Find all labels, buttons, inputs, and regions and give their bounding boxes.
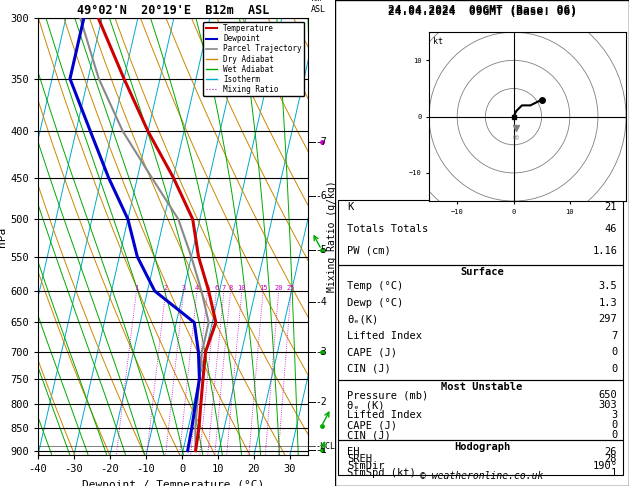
- Text: -7: -7: [316, 137, 327, 147]
- Text: 3.5: 3.5: [598, 281, 617, 292]
- Text: 26: 26: [604, 447, 617, 457]
- Text: -6: -6: [316, 191, 327, 201]
- Text: SREH: SREH: [347, 454, 372, 464]
- Text: CAPE (J): CAPE (J): [347, 347, 397, 357]
- Bar: [338, 200, 623, 265]
- Text: 5: 5: [206, 285, 209, 291]
- Text: 0: 0: [611, 430, 617, 440]
- Text: -4: -4: [316, 296, 327, 307]
- Text: 21: 21: [604, 202, 617, 212]
- Text: Pressure (mb): Pressure (mb): [347, 390, 428, 400]
- Text: Dewp (°C): Dewp (°C): [347, 298, 403, 308]
- Text: Mixing Ratio (g/kg): Mixing Ratio (g/kg): [327, 181, 337, 292]
- Text: 1: 1: [135, 285, 138, 291]
- Text: 190°: 190°: [593, 461, 617, 471]
- Text: 25: 25: [287, 285, 295, 291]
- Text: CIN (J): CIN (J): [347, 430, 391, 440]
- Bar: [338, 440, 623, 475]
- Text: 28: 28: [604, 454, 617, 464]
- Text: K: K: [347, 202, 353, 212]
- Y-axis label: hPa: hPa: [0, 226, 8, 246]
- Text: 303: 303: [598, 400, 617, 410]
- Text: θₑ (K): θₑ (K): [347, 400, 384, 410]
- Text: 2: 2: [164, 285, 168, 291]
- Text: Lifted Index: Lifted Index: [347, 330, 422, 341]
- Text: CIN (J): CIN (J): [347, 364, 391, 374]
- Text: km
ASL: km ASL: [311, 0, 326, 14]
- Text: -LCL: -LCL: [316, 442, 335, 451]
- Text: Most Unstable: Most Unstable: [442, 382, 523, 392]
- Text: StmSpd (kt): StmSpd (kt): [347, 468, 416, 478]
- Bar: [338, 265, 623, 380]
- Text: 297: 297: [598, 314, 617, 324]
- Text: 4: 4: [195, 285, 199, 291]
- Text: PW (cm): PW (cm): [347, 245, 391, 256]
- Text: 7: 7: [611, 330, 617, 341]
- Text: 1.16: 1.16: [593, 245, 617, 256]
- Text: 24.04.2024  09GMT (Base: 06): 24.04.2024 09GMT (Base: 06): [387, 7, 577, 17]
- Text: 650: 650: [598, 390, 617, 400]
- Text: 46: 46: [604, 224, 617, 234]
- Text: 6: 6: [214, 285, 218, 291]
- Text: 0: 0: [611, 347, 617, 357]
- Text: Lifted Index: Lifted Index: [347, 410, 422, 420]
- Text: 10: 10: [238, 285, 246, 291]
- Text: CAPE (J): CAPE (J): [347, 420, 397, 430]
- Text: 24.04.2024  09GMT (Base: 06): 24.04.2024 09GMT (Base: 06): [387, 5, 577, 15]
- Text: 15: 15: [259, 285, 267, 291]
- Text: Surface: Surface: [460, 267, 504, 278]
- Text: 20: 20: [274, 285, 283, 291]
- X-axis label: Dewpoint / Temperature (°C): Dewpoint / Temperature (°C): [82, 480, 264, 486]
- Text: Totals Totals: Totals Totals: [347, 224, 428, 234]
- Text: θₑ(K): θₑ(K): [347, 314, 378, 324]
- Text: 3: 3: [182, 285, 186, 291]
- Text: kt: kt: [433, 37, 443, 46]
- Text: Temp (°C): Temp (°C): [347, 281, 403, 292]
- Text: -1: -1: [316, 445, 327, 455]
- Bar: [338, 380, 623, 440]
- Text: 1: 1: [611, 468, 617, 478]
- Text: EH: EH: [347, 447, 359, 457]
- Text: -5: -5: [316, 244, 327, 255]
- Text: StmDir: StmDir: [347, 461, 384, 471]
- Text: 1.3: 1.3: [598, 298, 617, 308]
- Text: 0: 0: [611, 420, 617, 430]
- Text: 0: 0: [611, 364, 617, 374]
- Text: Hodograph: Hodograph: [454, 442, 510, 452]
- Text: @@: @@: [513, 135, 520, 140]
- Text: 3: 3: [611, 410, 617, 420]
- Text: © weatheronline.co.uk: © weatheronline.co.uk: [420, 471, 543, 481]
- Text: -2: -2: [316, 397, 327, 407]
- Legend: Temperature, Dewpoint, Parcel Trajectory, Dry Adiabat, Wet Adiabat, Isotherm, Mi: Temperature, Dewpoint, Parcel Trajectory…: [203, 22, 304, 96]
- Text: 8: 8: [228, 285, 233, 291]
- Text: -3: -3: [316, 347, 327, 357]
- Text: 7: 7: [222, 285, 226, 291]
- Title: 49°02'N  20°19'E  B12m  ASL: 49°02'N 20°19'E B12m ASL: [77, 4, 269, 17]
